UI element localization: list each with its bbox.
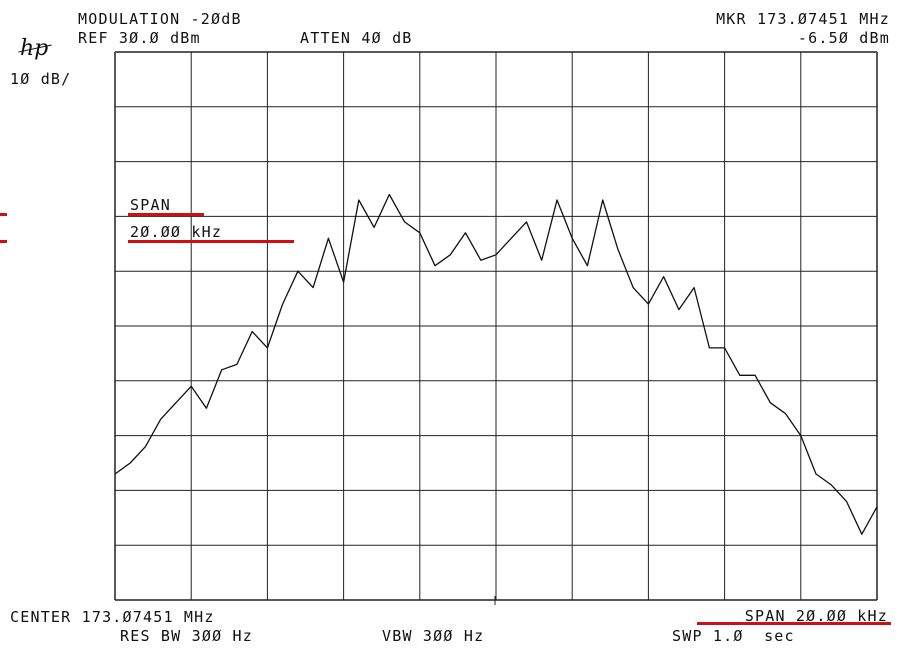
span-annotation-value: 2Ø.ØØ kHz (130, 223, 223, 241)
resolution-bandwidth: RES BW 3ØØ Hz (120, 627, 253, 645)
reference-level: REF 3Ø.Ø dBm (78, 29, 201, 47)
center-frequency: CENTER 173.Ø7451 MHz (10, 608, 215, 626)
video-bandwidth: VBW 3ØØ Hz (382, 627, 485, 645)
marker-level: -6.5Ø dBm (797, 29, 890, 47)
span-setting-underline (697, 622, 891, 625)
span-value-underline (128, 240, 294, 243)
hp-logo: hp (20, 36, 49, 61)
measurement-title: MODULATION -2ØdB (78, 10, 242, 28)
left-margin-mark-1 (0, 213, 7, 216)
span-label-underline (128, 213, 204, 216)
left-margin-mark-2 (0, 240, 7, 243)
spectrum-trace (114, 193, 878, 535)
vertical-scale: 1Ø dB/ (10, 70, 72, 88)
graticule-grid (114, 51, 878, 601)
sweep-time: SWP 1.Ø sec (672, 627, 795, 645)
attenuation: ATTEN 4Ø dB (300, 29, 413, 47)
marker-frequency: MKR 173.Ø7451 MHz (716, 10, 890, 28)
span-setting: SPAN 2Ø.ØØ kHz (744, 607, 888, 625)
span-annotation-label: SPAN (130, 196, 171, 214)
